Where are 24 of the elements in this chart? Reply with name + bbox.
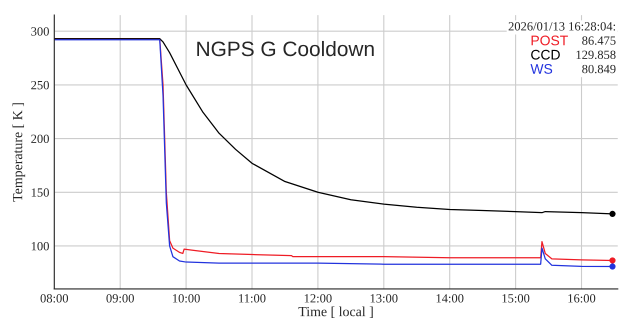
x-tick-label: 11:00 <box>239 294 266 303</box>
x-tick-label: 10:00 <box>172 294 200 303</box>
annotation: 129.858 <box>576 50 616 60</box>
x-tick-label: 12:00 <box>304 294 332 303</box>
x-tick-label: 09:00 <box>106 294 134 303</box>
y-tick-label: 250 <box>31 80 49 90</box>
text: NGPS G Cooldown <box>197 40 374 56</box>
y-tick-label: 150 <box>32 188 49 197</box>
x-tick-label: 14:00 <box>436 294 464 303</box>
annotation: 80.849 <box>582 64 616 74</box>
text: WS <box>530 64 552 74</box>
y-tick-label: 100 <box>32 242 49 250</box>
text: CCD <box>531 50 560 60</box>
text: POST <box>532 36 568 46</box>
x-tick-label: 08:00 <box>40 294 68 303</box>
x-tick-label: 13:00 <box>370 294 398 303</box>
y-tick-label: 200 <box>31 134 49 144</box>
annotation: 2026/01/13 16:28:04: <box>508 22 616 31</box>
annotation: 86.475 <box>582 36 616 45</box>
y-axis-title: Temperature [ K ] <box>12 103 26 202</box>
x-tick-label: 15:00 <box>502 294 530 303</box>
x-tick-label: 16:00 <box>568 294 596 303</box>
y-tick-label: 300 <box>31 27 49 36</box>
x-axis-title: Time [ local ] <box>298 306 373 318</box>
